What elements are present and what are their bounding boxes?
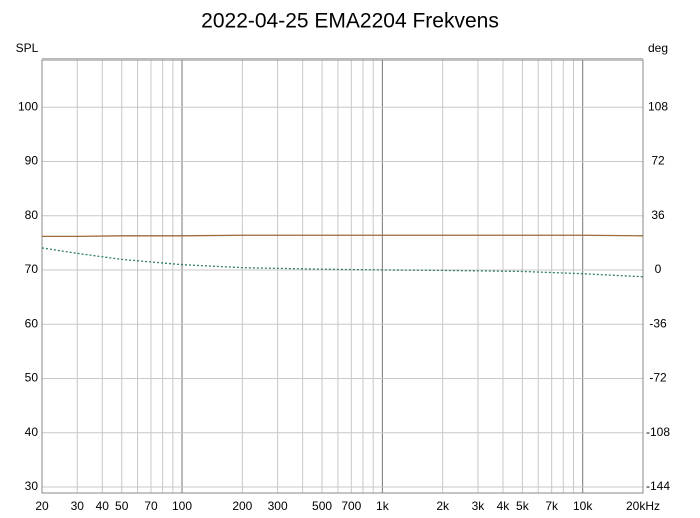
x-tick-label: 3k <box>472 499 486 513</box>
y-tick-label: 30 <box>25 479 39 493</box>
y2-tick-label: 36 <box>651 208 665 222</box>
y2-tick-label: 108 <box>648 99 668 113</box>
x-tick-label: 300 <box>268 499 288 513</box>
x-tick-label: 4k <box>497 499 511 513</box>
data-line <box>41 247 644 278</box>
x-tick-label: 500 <box>312 499 332 513</box>
x-tick-label: 2k <box>436 499 450 513</box>
x-tick-label: 1k <box>376 499 390 513</box>
y-tick-label: 50 <box>25 371 39 385</box>
y-axis-label: SPL <box>16 41 39 55</box>
y-tick-label: 70 <box>25 262 39 276</box>
x-tick-label: 40 <box>96 499 110 513</box>
y-tick-label: 100 <box>18 99 38 113</box>
x-tick-label: 20kHz <box>626 499 660 513</box>
y2-tick-label: 0 <box>655 262 662 276</box>
y2-axis-label: deg <box>648 41 668 55</box>
data-line <box>42 234 644 237</box>
x-tick-label: 7k <box>545 499 559 513</box>
x-tick-label: 70 <box>144 499 158 513</box>
y2-tick-label: -72 <box>649 371 667 385</box>
y-tick-label: 60 <box>25 316 39 330</box>
y2-tick-label: -144 <box>646 479 670 493</box>
y-tick-label: 90 <box>25 154 39 168</box>
plot-top-border <box>42 58 643 60</box>
x-tick-label: 20 <box>35 499 49 513</box>
x-tick-label: 50 <box>115 499 129 513</box>
x-tick-label: 10k <box>573 499 593 513</box>
x-tick-label: 5k <box>516 499 530 513</box>
y2-tick-label: -108 <box>646 425 670 439</box>
chart-title: 2022-04-25 EMA2204 Frekvens <box>201 10 499 33</box>
y2-tick-label: 72 <box>651 154 665 168</box>
x-tick-label: 100 <box>172 499 192 513</box>
y2-tick-label: -36 <box>649 316 667 330</box>
y-tick-label: 80 <box>25 208 39 222</box>
y-tick-label: 40 <box>25 425 39 439</box>
x-tick-label: 30 <box>71 499 85 513</box>
x-tick-label: 700 <box>341 499 361 513</box>
x-tick-label: 200 <box>232 499 252 513</box>
